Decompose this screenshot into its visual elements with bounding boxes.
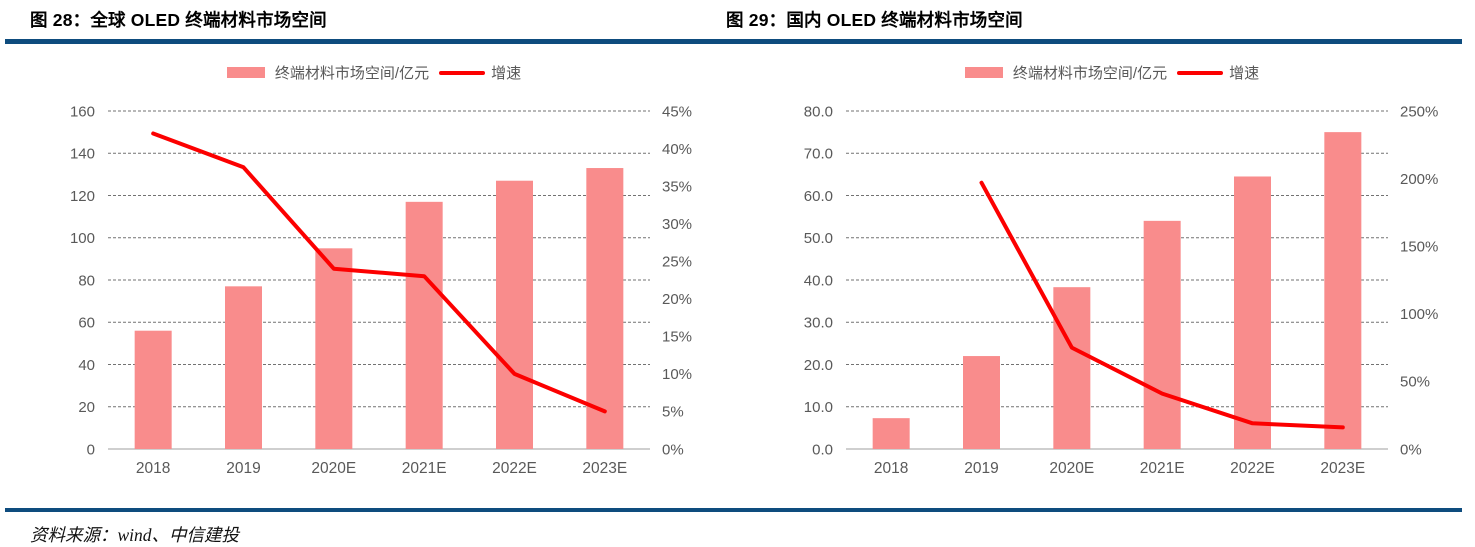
left-axis-tick-label: 160 — [70, 103, 95, 120]
legend-bar-swatch-icon — [226, 67, 265, 78]
chart-legend: 终端材料市场空间/亿元 增速 — [28, 60, 720, 86]
right-axis-tick-label: 20% — [662, 291, 692, 308]
left-axis-tick-label: 10.0 — [804, 399, 833, 416]
left-axis-tick-label: 100 — [70, 230, 95, 247]
bar-2022E — [1234, 175, 1271, 449]
right-axis-tick-label: 50% — [1400, 373, 1430, 390]
legend-bar-label: 终端材料市场空间/亿元 — [274, 65, 430, 82]
x-axis-label: 2019 — [226, 460, 260, 477]
left-axis-tick-label: 30.0 — [804, 314, 833, 331]
bar-2018 — [872, 417, 910, 449]
legend-line-swatch-icon — [1177, 70, 1224, 75]
chart-legend: 终端材料市场空间/亿元 增速 — [766, 60, 1458, 86]
figure-28-chart: 终端材料市场空间/亿元 增速 0 20 40 60 80 100 120 140 160 0% 5% 10… — [28, 60, 720, 496]
left-axis-tick-label: 40.0 — [804, 272, 833, 289]
legend-bar-label: 终端材料市场空间/亿元 — [1012, 65, 1168, 82]
bar-2021E — [405, 201, 443, 449]
growth-line — [979, 180, 1345, 429]
x-axis-label: 2019 — [964, 460, 998, 477]
x-axis-label: 2018 — [874, 460, 908, 477]
x-axis-label: 2020E — [311, 460, 356, 477]
chart-plot: 0 20 40 60 80 100 120 140 160 0% 5% 10% 15% 20% 25% 30%… — [70, 103, 692, 477]
left-axis-tick-label: 60 — [78, 314, 95, 331]
x-axis-label: 2018 — [136, 460, 170, 477]
source-note: 资料来源：wind、中信建投 — [30, 524, 240, 545]
figure-29-title: 图 29：国内 OLED 终端材料市场空间 — [726, 10, 1023, 30]
bar-2019 — [225, 285, 262, 449]
x-axis-label: 2020E — [1049, 460, 1094, 477]
right-axis-tick-label: 35% — [662, 178, 692, 195]
footer-rule — [5, 507, 1462, 512]
chart-plot: 0.0 10.0 20.0 30.0 40.0 50.0 60.0 70.0 80.0 0% 50%… — [804, 103, 1439, 477]
left-axis-tick-label: 120 — [70, 187, 95, 204]
right-axis-tick-label: 200% — [1400, 170, 1438, 187]
right-axis-tick-label: 100% — [1400, 306, 1438, 323]
bar-2019 — [963, 355, 1000, 449]
left-axis-tick-label: 80.0 — [804, 103, 833, 120]
x-axis-label: 2021E — [402, 460, 447, 477]
left-axis-tick-label: 50.0 — [804, 230, 833, 247]
right-axis-tick-label: 250% — [1400, 103, 1438, 120]
right-axis-tick-label: 30% — [662, 215, 692, 232]
figure-titles-row: 图 28：全球 OLED 终端材料市场空间 图 29：国内 OLED 终端材料市… — [0, 0, 1475, 32]
left-axis-tick-label: 20.0 — [804, 356, 833, 373]
x-axis-label: 2021E — [1140, 460, 1185, 477]
right-axis-tick-label: 25% — [662, 253, 692, 270]
right-axis-tick-label: 10% — [662, 366, 692, 383]
bar-2020E — [1053, 286, 1091, 449]
right-axis-tick-label: 45% — [662, 103, 692, 120]
right-axis-tick-label: 0% — [1400, 441, 1422, 458]
bar-2022E — [496, 180, 533, 449]
title-underline-rule — [5, 39, 1462, 44]
left-axis-tick-label: 140 — [70, 145, 95, 162]
left-axis-tick-label: 0 — [87, 441, 95, 458]
legend-bar-swatch-icon — [964, 67, 1003, 78]
right-axis-tick-label: 150% — [1400, 238, 1438, 255]
x-axis-label: 2023E — [582, 460, 627, 477]
left-axis-tick-label: 80 — [78, 272, 95, 289]
left-axis-tick-label: 60.0 — [804, 187, 833, 204]
x-axis-label: 2022E — [492, 460, 537, 477]
legend-line-swatch-icon — [439, 70, 486, 75]
legend-line-label: 增速 — [491, 65, 522, 82]
left-axis-tick-label: 70.0 — [804, 145, 833, 162]
left-axis-tick-label: 20 — [78, 399, 95, 416]
bar-2020E — [315, 247, 353, 449]
right-axis-tick-label: 0% — [662, 441, 684, 458]
x-axis-label: 2023E — [1320, 460, 1365, 477]
figure-28-title: 图 28：全球 OLED 终端材料市场空间 — [30, 10, 327, 30]
right-axis-tick-label: 15% — [662, 328, 692, 345]
figure-29-chart: 终端材料市场空间/亿元 增速 0.0 10.0 20.0 30.0 40.0 50.0 60.0… — [766, 60, 1458, 496]
bar-2023E — [586, 167, 624, 449]
charts-area: 终端材料市场空间/亿元 增速 0 20 40 60 80 100 120 140 160 0% 5% 10… — [0, 60, 1475, 496]
right-axis-tick-label: 40% — [662, 140, 692, 157]
left-axis-tick-label: 0.0 — [812, 441, 833, 458]
right-axis-tick-label: 5% — [662, 403, 684, 420]
bar-2018 — [134, 330, 172, 449]
left-axis-tick-label: 40 — [78, 356, 95, 373]
growth-line — [151, 131, 607, 413]
bar-2023E — [1324, 131, 1362, 449]
legend-line-label: 增速 — [1229, 65, 1260, 82]
bar-2021E — [1143, 220, 1181, 449]
x-axis-label: 2022E — [1230, 460, 1275, 477]
